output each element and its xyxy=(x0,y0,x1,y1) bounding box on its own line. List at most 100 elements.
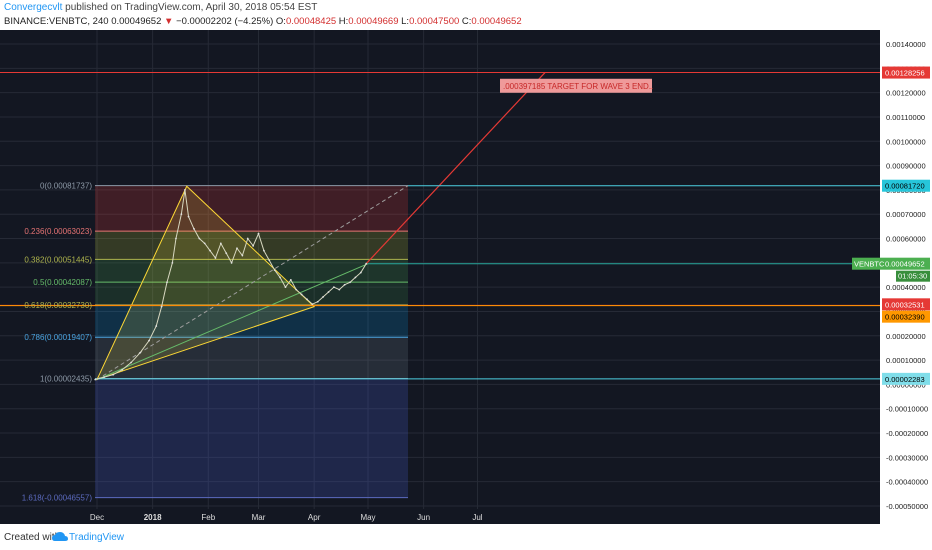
price-point xyxy=(263,249,265,252)
fib-level-label: 0(0.00081737) xyxy=(40,182,92,191)
annotation-box xyxy=(500,78,652,93)
drawings[interactable] xyxy=(0,72,880,381)
x-tick-label: Apr xyxy=(308,513,321,522)
y-tick-label: 0.00060000 xyxy=(886,235,926,244)
price-point xyxy=(139,351,141,354)
y-tick-label: -0.00010000 xyxy=(886,405,928,414)
tradingview-brand[interactable]: TradingView xyxy=(69,532,125,543)
author-link[interactable]: Convergecvlt xyxy=(4,2,63,13)
x-axis-ticks: Dec 2018 Feb Mar Apr May Jun Jul xyxy=(90,513,483,522)
annotations[interactable]: .000397185 TARGET FOR WAVE 3 END.. xyxy=(500,78,653,93)
fib-level-label: 1.618(-0.00046557) xyxy=(22,494,93,503)
low-label: L: xyxy=(401,16,410,27)
y-tick-label: -0.00020000 xyxy=(886,429,928,438)
price-change: −0.00002202 (−4.25%) xyxy=(176,16,274,27)
fib-level-label: 0.786(0.00019407) xyxy=(24,333,92,342)
x-tick-label: May xyxy=(360,513,375,522)
symbol-tag-badge xyxy=(852,257,882,270)
y-tick-label: 0.00070000 xyxy=(886,210,926,219)
price-marker-text: 0.00002283 xyxy=(885,375,925,384)
price-marker-badge xyxy=(882,372,930,385)
price-point xyxy=(219,242,222,245)
fib-zone xyxy=(95,282,408,305)
y-tick-label: 0.00100000 xyxy=(886,137,926,146)
price-point xyxy=(225,252,228,255)
price-point xyxy=(257,232,260,235)
price-point xyxy=(175,237,177,240)
price-point xyxy=(246,237,249,240)
price-point xyxy=(327,291,330,293)
y-tick-label: 0.00140000 xyxy=(886,40,926,49)
publish-info: Convergecvlt published on TradingView.co… xyxy=(4,2,317,13)
y-tick-label: -0.00050000 xyxy=(886,502,928,511)
price-point xyxy=(343,283,346,286)
price-point xyxy=(166,281,168,284)
price-point xyxy=(273,269,276,272)
plot-area[interactable] xyxy=(0,30,880,524)
price-point xyxy=(333,286,335,289)
countdown-badge xyxy=(896,270,930,282)
price-point xyxy=(155,325,158,327)
x-tick-label: Jul xyxy=(472,513,482,522)
price-line xyxy=(95,189,367,381)
price-chart[interactable]: 0(0.00081737) 0.236(0.00063023) 0.382(0.00… xyxy=(0,30,932,526)
close-value: 0.00049652 xyxy=(471,16,522,27)
price-point xyxy=(236,247,238,250)
price-marker-text: 0.00032390 xyxy=(885,313,925,322)
price-point xyxy=(354,276,357,279)
price-marker-badge xyxy=(882,66,930,79)
symbol-tag-text: VENBTC xyxy=(854,260,885,269)
fib-level-label: 0.382(0.00051445) xyxy=(24,255,92,264)
close-label: C: xyxy=(461,16,472,27)
price-point xyxy=(241,254,244,257)
y-tick-label: 0.00120000 xyxy=(886,89,926,98)
fib-trend-dashed xyxy=(96,185,409,380)
down-arrow-icon: ▼ xyxy=(164,16,174,27)
price-point xyxy=(148,339,150,342)
price-marker-text: 0.00128256 xyxy=(885,69,925,78)
price-point xyxy=(94,378,97,381)
fib-level-label: 1(0.00002435) xyxy=(40,375,92,384)
y-tick-label: -0.00040000 xyxy=(886,478,928,487)
footer: Created with TradingView xyxy=(0,526,932,550)
fib-level-label: 0.236(0.00063023) xyxy=(24,227,92,236)
symbol-label[interactable]: BINANCE:VENBTC, 240 xyxy=(4,16,109,27)
y-tick-label: -0.00030000 xyxy=(886,453,928,462)
price-point xyxy=(279,276,281,279)
bar-countdown: 01:05:30 xyxy=(898,272,927,281)
price-point xyxy=(209,249,211,252)
price-marker-badge xyxy=(882,298,930,311)
price-point xyxy=(203,242,206,245)
price-point xyxy=(214,257,217,259)
x-tick-label: Feb xyxy=(201,513,215,522)
y-tick-label: 0.00110000 xyxy=(886,113,925,122)
y-tick-label: 0.00040000 xyxy=(886,283,926,292)
support-trendline xyxy=(96,263,369,381)
price-marker-text: 0.00081720 xyxy=(885,182,925,191)
price-point xyxy=(365,262,368,265)
fib-zone xyxy=(95,231,408,260)
fib-level-label: 0.5(0.00042087) xyxy=(33,278,92,287)
y-tick-label: 0.00010000 xyxy=(886,356,926,365)
wave-triangle xyxy=(96,185,316,381)
created-with-text: Created with xyxy=(4,532,61,543)
price-marker-text: 0.00049652 xyxy=(885,260,925,269)
high-value: 0.00049669 xyxy=(348,16,399,27)
annotation-text: .000397185 TARGET FOR WAVE 3 END.. xyxy=(503,82,653,91)
price-point xyxy=(349,281,351,284)
price-point xyxy=(338,288,341,291)
low-value: 0.00047500 xyxy=(409,16,460,27)
price-point xyxy=(306,298,308,301)
fib-level-label: 0.618(0.00032730) xyxy=(24,301,92,310)
open-value: 0.00048425 xyxy=(285,16,337,27)
publish-text: published on TradingView.com, April 30, … xyxy=(62,2,318,13)
price-point xyxy=(300,293,303,296)
y-tick-label: 0.00000000 xyxy=(886,380,926,389)
y-tick-label: 0.00090000 xyxy=(886,162,926,171)
chart-header: Convergecvlt published on TradingView.co… xyxy=(0,0,932,30)
ohlc-legend: BINANCE:VENBTC, 240 0.00049652 ▼ −0.0000… xyxy=(4,16,522,27)
fib-zone xyxy=(95,378,408,498)
fib-zone xyxy=(95,185,408,232)
price-point xyxy=(311,303,314,306)
